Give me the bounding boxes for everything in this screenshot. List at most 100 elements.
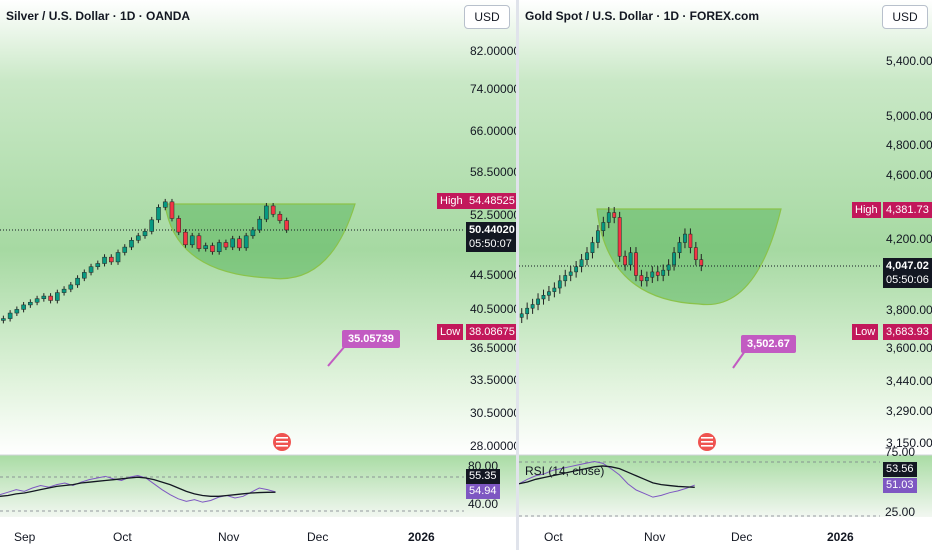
high-value: 54.48525 [466,193,516,209]
candle-body [149,219,155,232]
candle-body [102,256,107,264]
candle-body [677,242,682,253]
time-axis-label: Oct [544,530,563,544]
candle-body [257,218,262,231]
candle-body [250,229,256,237]
candle-body [176,218,181,233]
candle-body [699,259,704,266]
price-tick-label: 5,400.00 [886,54,932,68]
candle-body [183,231,188,246]
candle-body [196,235,202,249]
cup-pattern-shape [164,203,356,280]
candle-body [210,245,215,252]
candle-body [109,256,114,263]
candle-body [557,280,562,289]
last-price-tag: 50.44020 05:50:07 [466,222,516,252]
low-value: 3,683.93 [883,324,932,340]
candle-body [519,313,524,318]
price-tick-label: 33.50000 [470,373,516,387]
rsi-value-tag: 53.56 [883,462,917,477]
price-tick-label: 66.00000 [470,124,516,138]
high-label: High [437,193,466,209]
price-tick-label: 36.50000 [470,341,516,355]
candle-body [606,212,611,223]
candle-body [612,212,617,218]
us-flag-stripe [276,437,288,439]
rsi-pane-bg [0,455,516,517]
us-flag-stripe [701,441,713,443]
candle-body [169,201,175,219]
currency-button[interactable]: USD [882,5,928,29]
rsi-ma-value-tag: 54.94 [466,484,500,499]
gold-chart-panel[interactable]: Gold Spot / U.S. Dollar · 1D · FOREX.com… [519,0,932,550]
candle-body [650,271,655,278]
candle-body [230,238,235,248]
candle-body [82,272,87,279]
rsi-tick-label: 80.00 [468,459,499,473]
candle-body [216,242,222,252]
rsi-indicator-name[interactable]: RSI (14, close) [525,464,605,478]
candle-body [530,304,535,309]
candle-body [189,235,195,246]
rsi-tick-label: 25.00 [885,505,916,519]
us-flag-stripe [701,445,713,447]
rsi-line [0,474,276,503]
candle-body [541,295,546,300]
candle-body [68,284,74,290]
time-axis-label: Sep [14,530,36,544]
last-price-tag: 4,047.02 05:50:06 [883,258,932,288]
silver-chart-svg[interactable] [0,0,516,550]
candle-body [284,220,289,231]
candle-body [579,259,584,267]
us-flag-stripe [276,441,288,443]
time-axis-label: Nov [218,530,240,544]
candle-body [75,277,80,286]
panel-divider[interactable] [516,0,519,550]
candle-body [547,291,551,296]
high-label: High [852,202,881,218]
target-callout: 3,502.67 [741,335,796,353]
price-tick-label: 82.00000 [470,44,516,58]
candle-body [693,247,698,260]
low-label: Low [437,324,464,340]
gold-chart-svg[interactable] [519,0,932,550]
candle-body [142,231,148,237]
rsi-ma-line [519,465,695,488]
bar-countdown: 05:50:07 [469,238,512,250]
price-pane-bg [519,0,932,455]
candle-body [34,298,40,303]
price-tick-label: 28.00000 [470,439,516,453]
candle-body [277,213,283,221]
bar-countdown: 05:50:06 [886,274,929,286]
time-axis-label: Nov [644,530,666,544]
price-tick-label: 3,600.00 [886,341,932,355]
candle-body [1,318,6,321]
candle-body [115,252,121,263]
price-tick-label: 58.50000 [470,165,516,179]
price-tick-label: 44.50000 [470,268,516,282]
candle-body [14,309,20,314]
callout-tail [732,350,746,369]
candle-body [129,240,134,248]
candle-body [61,288,67,293]
candle-body [568,271,573,276]
rsi-value-tag: 55.35 [466,469,500,484]
low-value: 38.08675 [466,324,516,340]
candle-body [21,304,26,310]
candle-body [666,264,671,271]
candle-body [156,207,161,221]
candle-body [655,271,660,276]
price-tick-label: 40.50000 [470,302,516,316]
candle-body [525,307,530,315]
candle-body [264,205,269,220]
candle-body [639,275,644,282]
time-axis-label: Dec [731,530,753,544]
silver-chart-panel[interactable]: Silver / U.S. Dollar · 1D · OANDA USD 82… [0,0,516,550]
price-tick-label: 52.50000 [470,208,516,222]
currency-button[interactable]: USD [464,5,510,29]
us-flag-stripe [276,445,288,447]
candle-body [623,255,627,266]
rsi-ma-line [0,476,276,497]
candle-body [683,233,687,243]
candle-body [574,266,579,273]
